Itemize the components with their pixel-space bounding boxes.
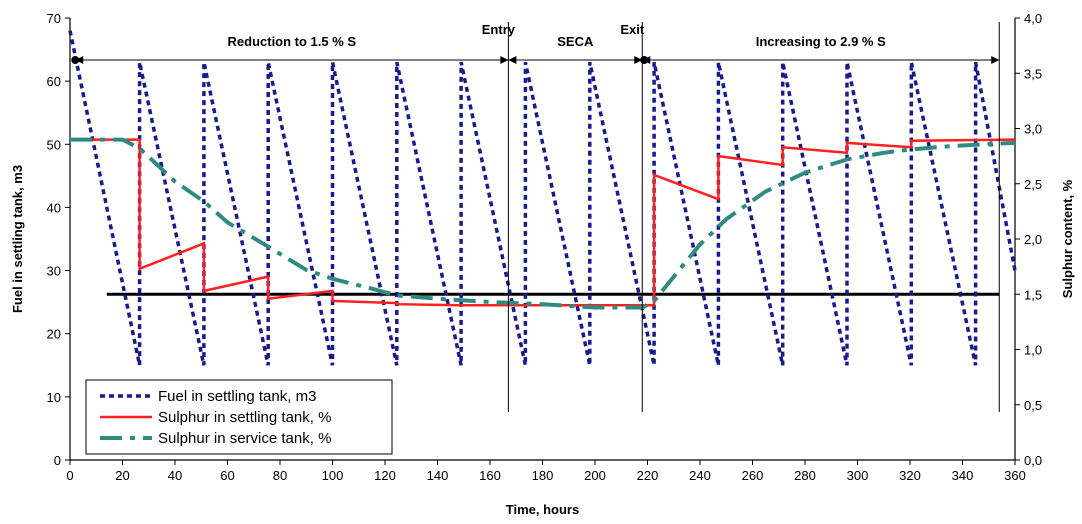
- y-right-tick-label: 1,0: [1024, 343, 1042, 358]
- phase-arrow-head: [508, 56, 517, 64]
- y-left-tick-label: 40: [47, 200, 61, 215]
- x-tick-label: 120: [374, 468, 396, 483]
- y-right-tick-label: 4,0: [1024, 11, 1042, 26]
- x-tick-label: 40: [168, 468, 182, 483]
- y-left-tick-label: 60: [47, 74, 61, 89]
- series-line-2: [70, 138, 1016, 307]
- x-tick-label: 340: [952, 468, 974, 483]
- y-right-tick-label: 1,5: [1024, 287, 1042, 302]
- x-tick-label: 160: [479, 468, 501, 483]
- y-left-tick-label: 70: [47, 11, 61, 26]
- phase-arrow-head: [500, 56, 509, 64]
- x-tick-label: 0: [66, 468, 73, 483]
- x-tick-label: 80: [273, 468, 287, 483]
- y-right-tick-label: 3,5: [1024, 66, 1042, 81]
- x-tick-label: 20: [115, 468, 129, 483]
- x-axis-title: Time, hours: [506, 502, 579, 517]
- y-left-axis-title: Fuel in settling tank, m3: [10, 165, 25, 313]
- x-tick-label: 360: [1004, 468, 1026, 483]
- y-left-tick-label: 10: [47, 390, 61, 405]
- y-right-axis-title: Sulphur content, %: [1060, 179, 1075, 298]
- y-left-tick-label: 20: [47, 327, 61, 342]
- x-tick-label: 240: [689, 468, 711, 483]
- phase-exit-dot: [640, 56, 649, 64]
- x-tick-label: 200: [584, 468, 606, 483]
- legend-label: Sulphur in service tank, %: [158, 430, 331, 447]
- x-tick-label: 180: [532, 468, 554, 483]
- phase-arrow-head: [634, 56, 643, 64]
- vertical-marker-label: Entry: [482, 22, 516, 37]
- phase-label: Reduction to 1.5 % S: [228, 34, 357, 49]
- phase-label: SECA: [557, 34, 594, 49]
- y-left-tick-label: 50: [47, 137, 61, 152]
- phase-start-dot: [71, 56, 80, 64]
- x-tick-label: 140: [427, 468, 449, 483]
- x-tick-label: 60: [220, 468, 234, 483]
- x-tick-label: 280: [794, 468, 816, 483]
- x-tick-label: 220: [637, 468, 659, 483]
- y-right-tick-label: 2,5: [1024, 177, 1042, 192]
- legend-label: Fuel in settling tank, m3: [158, 388, 316, 405]
- legend-label: Sulphur in settling tank, %: [158, 409, 331, 426]
- vertical-marker-label: Exit: [620, 22, 645, 37]
- x-tick-label: 100: [322, 468, 344, 483]
- y-right-tick-label: 0,0: [1024, 453, 1042, 468]
- x-tick-label: 260: [742, 468, 764, 483]
- y-right-tick-label: 0,5: [1024, 398, 1042, 413]
- y-left-tick-label: 0: [54, 453, 61, 468]
- series-line-1: [68, 30, 1017, 366]
- phase-arrow-head: [991, 56, 1000, 64]
- y-left-tick-label: 30: [47, 264, 61, 279]
- y-right-tick-label: 2,0: [1024, 232, 1042, 247]
- phase-label: Increasing to 2.9 % S: [756, 34, 886, 49]
- y-right-tick-label: 3,0: [1024, 122, 1042, 137]
- x-tick-label: 300: [847, 468, 869, 483]
- x-tick-label: 320: [899, 468, 921, 483]
- series-line-3: [70, 137, 1016, 310]
